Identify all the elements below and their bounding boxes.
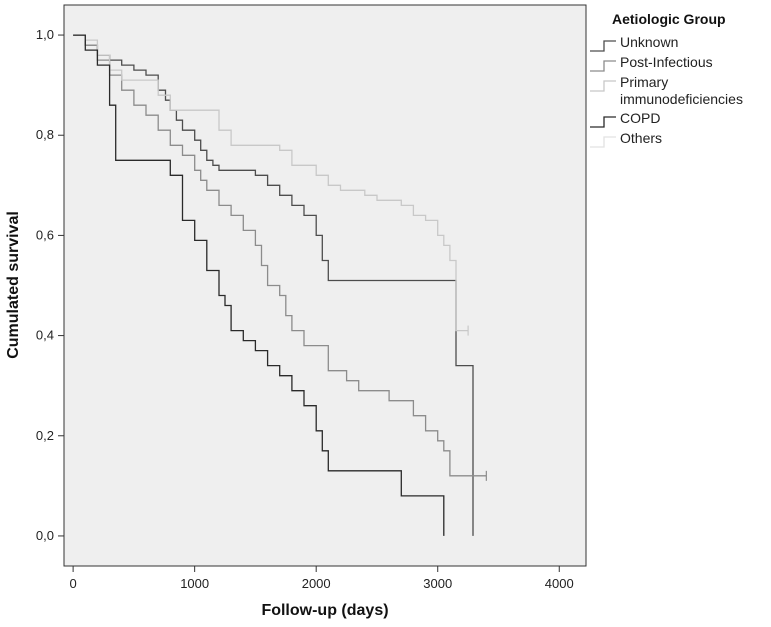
series-layer <box>73 34 487 536</box>
y-axis-title: Cumulated survival <box>5 211 22 359</box>
x-tick-label: 2000 <box>302 576 331 591</box>
legend: Aetiologic Group Unknown Post-Infectious P… <box>590 11 743 148</box>
legend-label-primary-immunodeficiencies: Primary immunodeficiencies <box>620 74 743 107</box>
y-tick-label: 0,8 <box>36 127 54 142</box>
series-line-copd <box>73 34 445 536</box>
series-line-post-infectious <box>73 34 487 477</box>
legend-label-copd: COPD <box>620 110 660 126</box>
x-axis-title: Follow-up (days) <box>261 602 388 619</box>
x-axis: 0 1000 2000 3000 4000 <box>69 566 574 591</box>
plot-background <box>63 4 587 567</box>
legend-swatch-primary-immunodeficiencies <box>590 80 616 92</box>
legend-swatch-post-infectious <box>590 60 616 72</box>
legend-swatch-others <box>590 136 616 148</box>
legend-swatch-copd <box>590 116 616 128</box>
legend-label-others: Others <box>620 130 662 146</box>
y-tick-label: 0,6 <box>36 227 54 242</box>
y-tick-label: 0,0 <box>36 528 54 543</box>
x-tick-label: 1000 <box>180 576 209 591</box>
y-tick-label: 1,0 <box>36 27 54 42</box>
series-line-unknown <box>73 34 474 536</box>
series-line-primary-immunodeficiencies <box>73 34 469 332</box>
x-tick-label: 3000 <box>423 576 452 591</box>
legend-label-unknown: Unknown <box>620 34 678 50</box>
x-tick-label: 4000 <box>545 576 574 591</box>
legend-label-post-infectious: Post-Infectious <box>620 54 713 70</box>
y-tick-label: 0,4 <box>36 328 54 343</box>
y-axis: 0,0 0,2 0,4 0,6 0,8 1,0 <box>36 27 64 543</box>
legend-title: Aetiologic Group <box>612 11 726 27</box>
x-tick-label: 0 <box>69 576 76 591</box>
y-tick-label: 0,2 <box>36 428 54 443</box>
legend-swatch-unknown <box>590 40 616 52</box>
legend-items: Unknown Post-Infectious Primary immunodefic… <box>590 34 743 148</box>
